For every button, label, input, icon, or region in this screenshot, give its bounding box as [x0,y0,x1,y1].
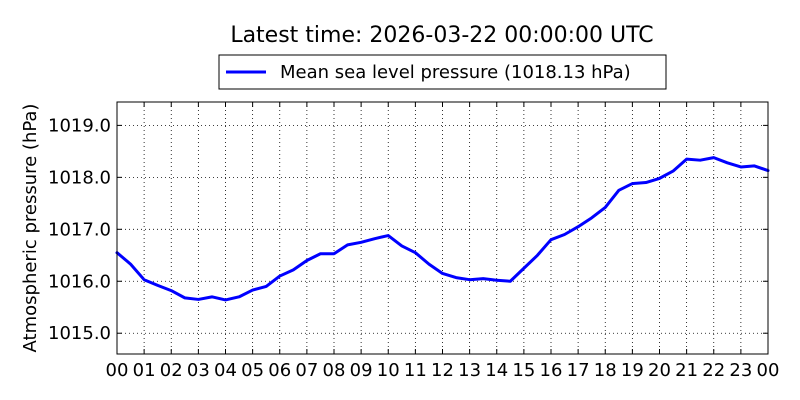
x-tick-label: 23 [729,360,752,381]
x-tick-label: 10 [377,360,400,381]
x-tick-label: 21 [675,360,698,381]
x-tick-label: 22 [702,360,725,381]
chart-title: Latest time: 2026-03-22 00:00:00 UTC [230,23,653,48]
x-tick-label: 13 [458,360,481,381]
y-tick-label: 1018.0 [48,167,111,188]
y-tick-label: 1017.0 [48,219,111,240]
x-tick-label: 04 [214,360,237,381]
x-tick-label: 19 [621,360,644,381]
y-tick-label: 1019.0 [48,115,111,136]
x-tick-label: 00 [106,360,129,381]
x-tick-label: 05 [241,360,264,381]
x-tick-label: 11 [404,360,427,381]
plot-area: 00 01 02 03 04 05 06 07 08 09 10 11 12 13 14 15 16 17 18 19… [48,101,779,381]
grid [117,102,768,354]
series-layer [115,156,770,302]
x-tick-label: 02 [160,360,183,381]
legend: Mean sea level pressure (1018.13 hPa) [218,54,667,90]
ticks: 00 01 02 03 04 05 06 07 08 09 10 11 12 13 14 15 16 17 18 19… [48,102,779,381]
legend-label: Mean sea level pressure (1018.13 hPa) [280,62,631,83]
x-tick-label: 06 [268,360,291,381]
x-tick-label: 03 [187,360,210,381]
legend-box [218,54,667,90]
x-tick-label: 12 [431,360,454,381]
x-tick-label: 08 [323,360,346,381]
x-tick-label: 01 [133,360,156,381]
x-tick-label: 15 [512,360,535,381]
y-tick-label: 1015.0 [48,323,111,344]
x-tick-label: 17 [567,360,590,381]
plot-frame [116,101,769,355]
y-axis-label: Atmospheric pressure (hPa) [20,104,41,353]
x-tick-label: 14 [485,360,508,381]
x-tick-label: 07 [295,360,318,381]
x-tick-label: 20 [648,360,671,381]
x-tick-label: 09 [350,360,373,381]
series-line-mean-sea-level-pressure [115,156,770,302]
y-tick-label: 1016.0 [48,271,111,292]
x-tick-label: 16 [540,360,563,381]
x-tick-label: 18 [594,360,617,381]
x-tick-label: 00 [757,360,780,381]
